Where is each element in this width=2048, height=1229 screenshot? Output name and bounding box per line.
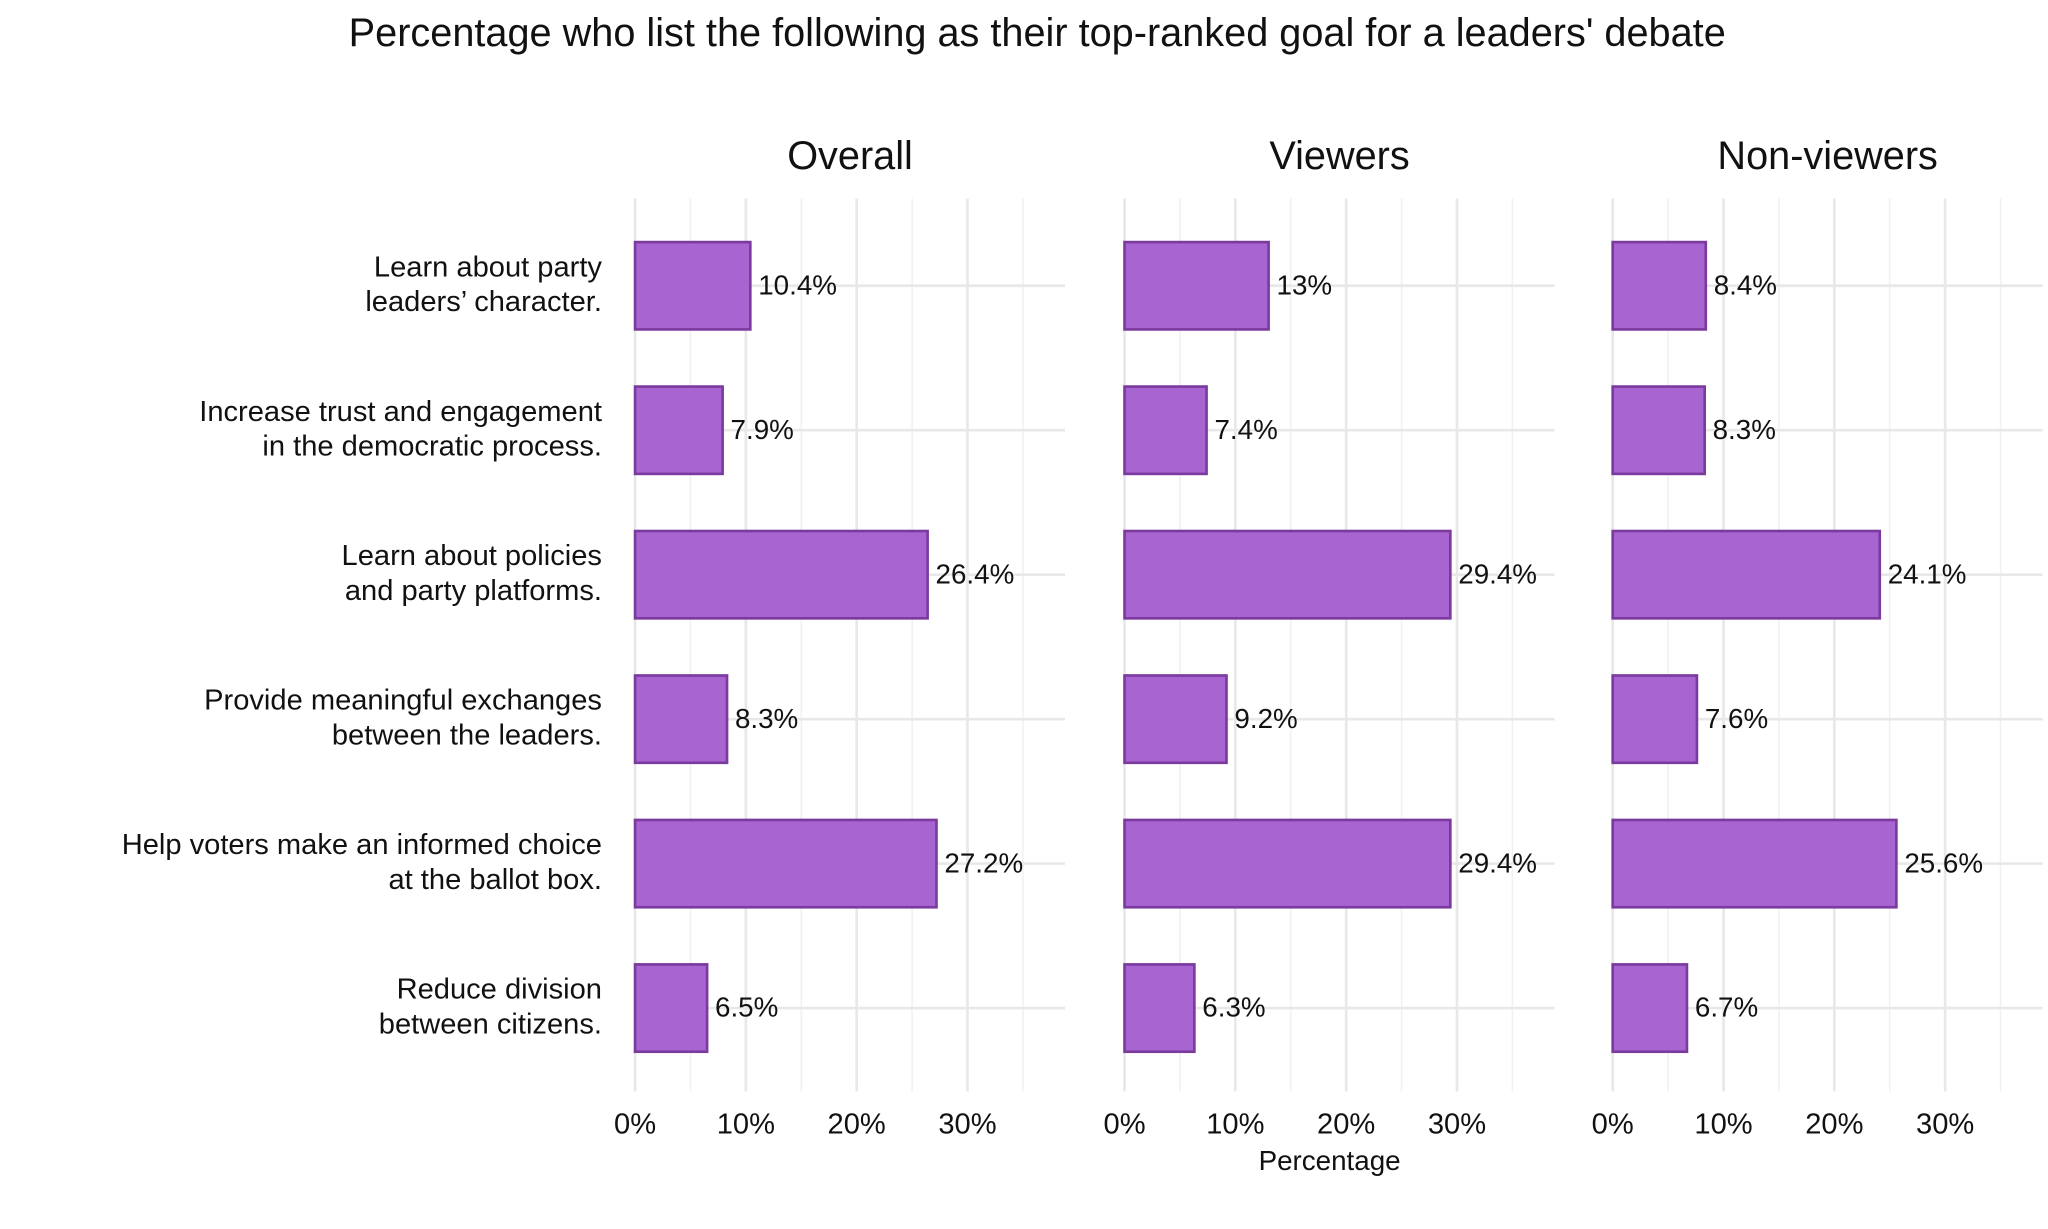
bar (633, 385, 724, 476)
bar (1123, 674, 1228, 765)
value-label: 13% (1277, 269, 1333, 300)
bar (633, 963, 709, 1054)
x-tick-label: 0% (1104, 1108, 1146, 1140)
x-tick-label: 30% (938, 1108, 996, 1140)
bar (1123, 963, 1196, 1054)
bar (633, 674, 729, 765)
bar (1123, 385, 1208, 476)
value-label: 24.1% (1888, 558, 1967, 589)
y-tick-label: Help voters make an informed choice at th… (122, 829, 602, 896)
bar (1123, 818, 1452, 909)
chart-title: Percentage who list the following as the… (349, 11, 1726, 55)
bar (1611, 818, 1898, 909)
x-tick-label: 30% (1916, 1108, 1974, 1140)
value-label: 27.2% (944, 847, 1023, 878)
value-label: 6.3% (1202, 992, 1265, 1023)
x-tick-label: 20% (1317, 1108, 1375, 1140)
value-label: 29.4% (1458, 847, 1537, 878)
value-label: 7.4% (1214, 414, 1277, 445)
x-tick-label: 10% (717, 1108, 775, 1140)
value-label: 25.6% (1904, 847, 1983, 878)
x-axis-label: Percentage (1259, 1145, 1401, 1176)
bar (1611, 240, 1708, 331)
x-tick-label: 0% (1592, 1108, 1634, 1140)
bar (1611, 674, 1699, 765)
bar (633, 240, 752, 331)
x-tick-label: 20% (1805, 1108, 1863, 1140)
bar (1611, 385, 1707, 476)
y-tick-label: Reduce division between citizens. (379, 973, 602, 1040)
value-label: 10.4% (758, 269, 837, 300)
y-tick-label: Increase trust and engagement in the demo… (199, 395, 602, 462)
value-label: 6.7% (1695, 992, 1758, 1023)
facet-title: Overall (787, 134, 913, 178)
bar (1123, 529, 1452, 620)
y-tick-label: Learn about party leaders’ character. (365, 251, 602, 318)
bar (633, 529, 929, 620)
value-label: 6.5% (715, 992, 778, 1023)
facet-title: Non-viewers (1717, 134, 1937, 178)
bar (1611, 529, 1882, 620)
value-label: 7.6% (1705, 703, 1768, 734)
y-tick-label: Provide meaningful exchanges between the … (204, 684, 602, 751)
value-label: 9.2% (1234, 703, 1297, 734)
bar (1123, 240, 1270, 331)
x-tick-label: 10% (1206, 1108, 1264, 1140)
x-tick-label: 10% (1694, 1108, 1752, 1140)
bar (633, 818, 938, 909)
value-label: 26.4% (936, 558, 1015, 589)
value-label: 29.4% (1458, 558, 1537, 589)
bar (1611, 963, 1689, 1054)
value-label: 7.9% (731, 414, 794, 445)
value-label: 8.3% (1713, 414, 1776, 445)
value-label: 8.3% (735, 703, 798, 734)
y-tick-label: Learn about policies and party platforms. (342, 540, 602, 607)
x-tick-label: 20% (828, 1108, 886, 1140)
x-tick-label: 0% (614, 1108, 656, 1140)
facet-title: Viewers (1269, 134, 1409, 178)
x-tick-label: 30% (1428, 1108, 1486, 1140)
value-label: 8.4% (1714, 269, 1777, 300)
